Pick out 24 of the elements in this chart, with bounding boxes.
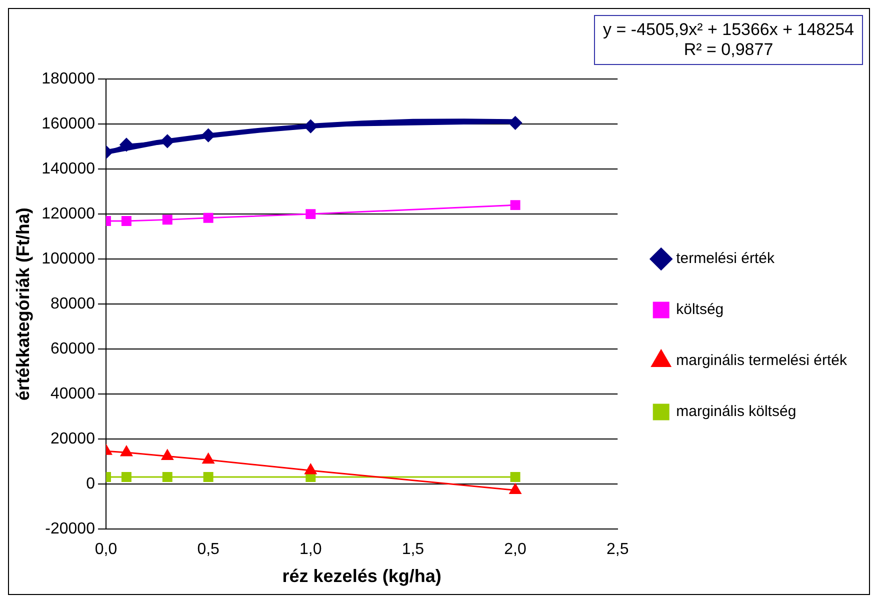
x-axis-title: réz kezelés (kg/ha): [282, 566, 442, 586]
text: y = -4505,9x² + 15366x + 148254 R² = 0,9877: [594, 15, 863, 65]
x-tick-label: 1,0: [300, 541, 322, 558]
y-tick-label: 0: [86, 476, 96, 493]
y-axis-title: értékkategóriák (Ft/ha): [12, 208, 33, 401]
y-tick-label: 100000: [42, 250, 96, 268]
x-tick-label: 2,0: [504, 541, 527, 558]
legend-label: költség: [676, 301, 724, 318]
x-tick-label: 1,5: [402, 541, 424, 558]
x-tick-label: 0,0: [94, 541, 118, 558]
y-tick-label: 20000: [50, 430, 96, 448]
legend-label: marginális költség: [676, 403, 796, 420]
y-tick-label: 40000: [50, 386, 96, 403]
legend-label: marginális termelési érték: [676, 352, 848, 370]
legend-label: termelési érték: [676, 250, 775, 268]
y-tick-label: 160000: [42, 115, 96, 132]
y-tick-label: 80000: [50, 296, 96, 313]
y-tick-label: 180000: [42, 70, 96, 88]
x-tick-label: 2,5: [606, 541, 629, 558]
y-tick-label: -20000: [45, 520, 96, 538]
y-tick-label: 120000: [42, 205, 96, 222]
y-tick-label: 60000: [50, 340, 96, 358]
x-tick-label: 0,5: [197, 541, 220, 558]
y-tick-label: 140000: [42, 160, 96, 178]
